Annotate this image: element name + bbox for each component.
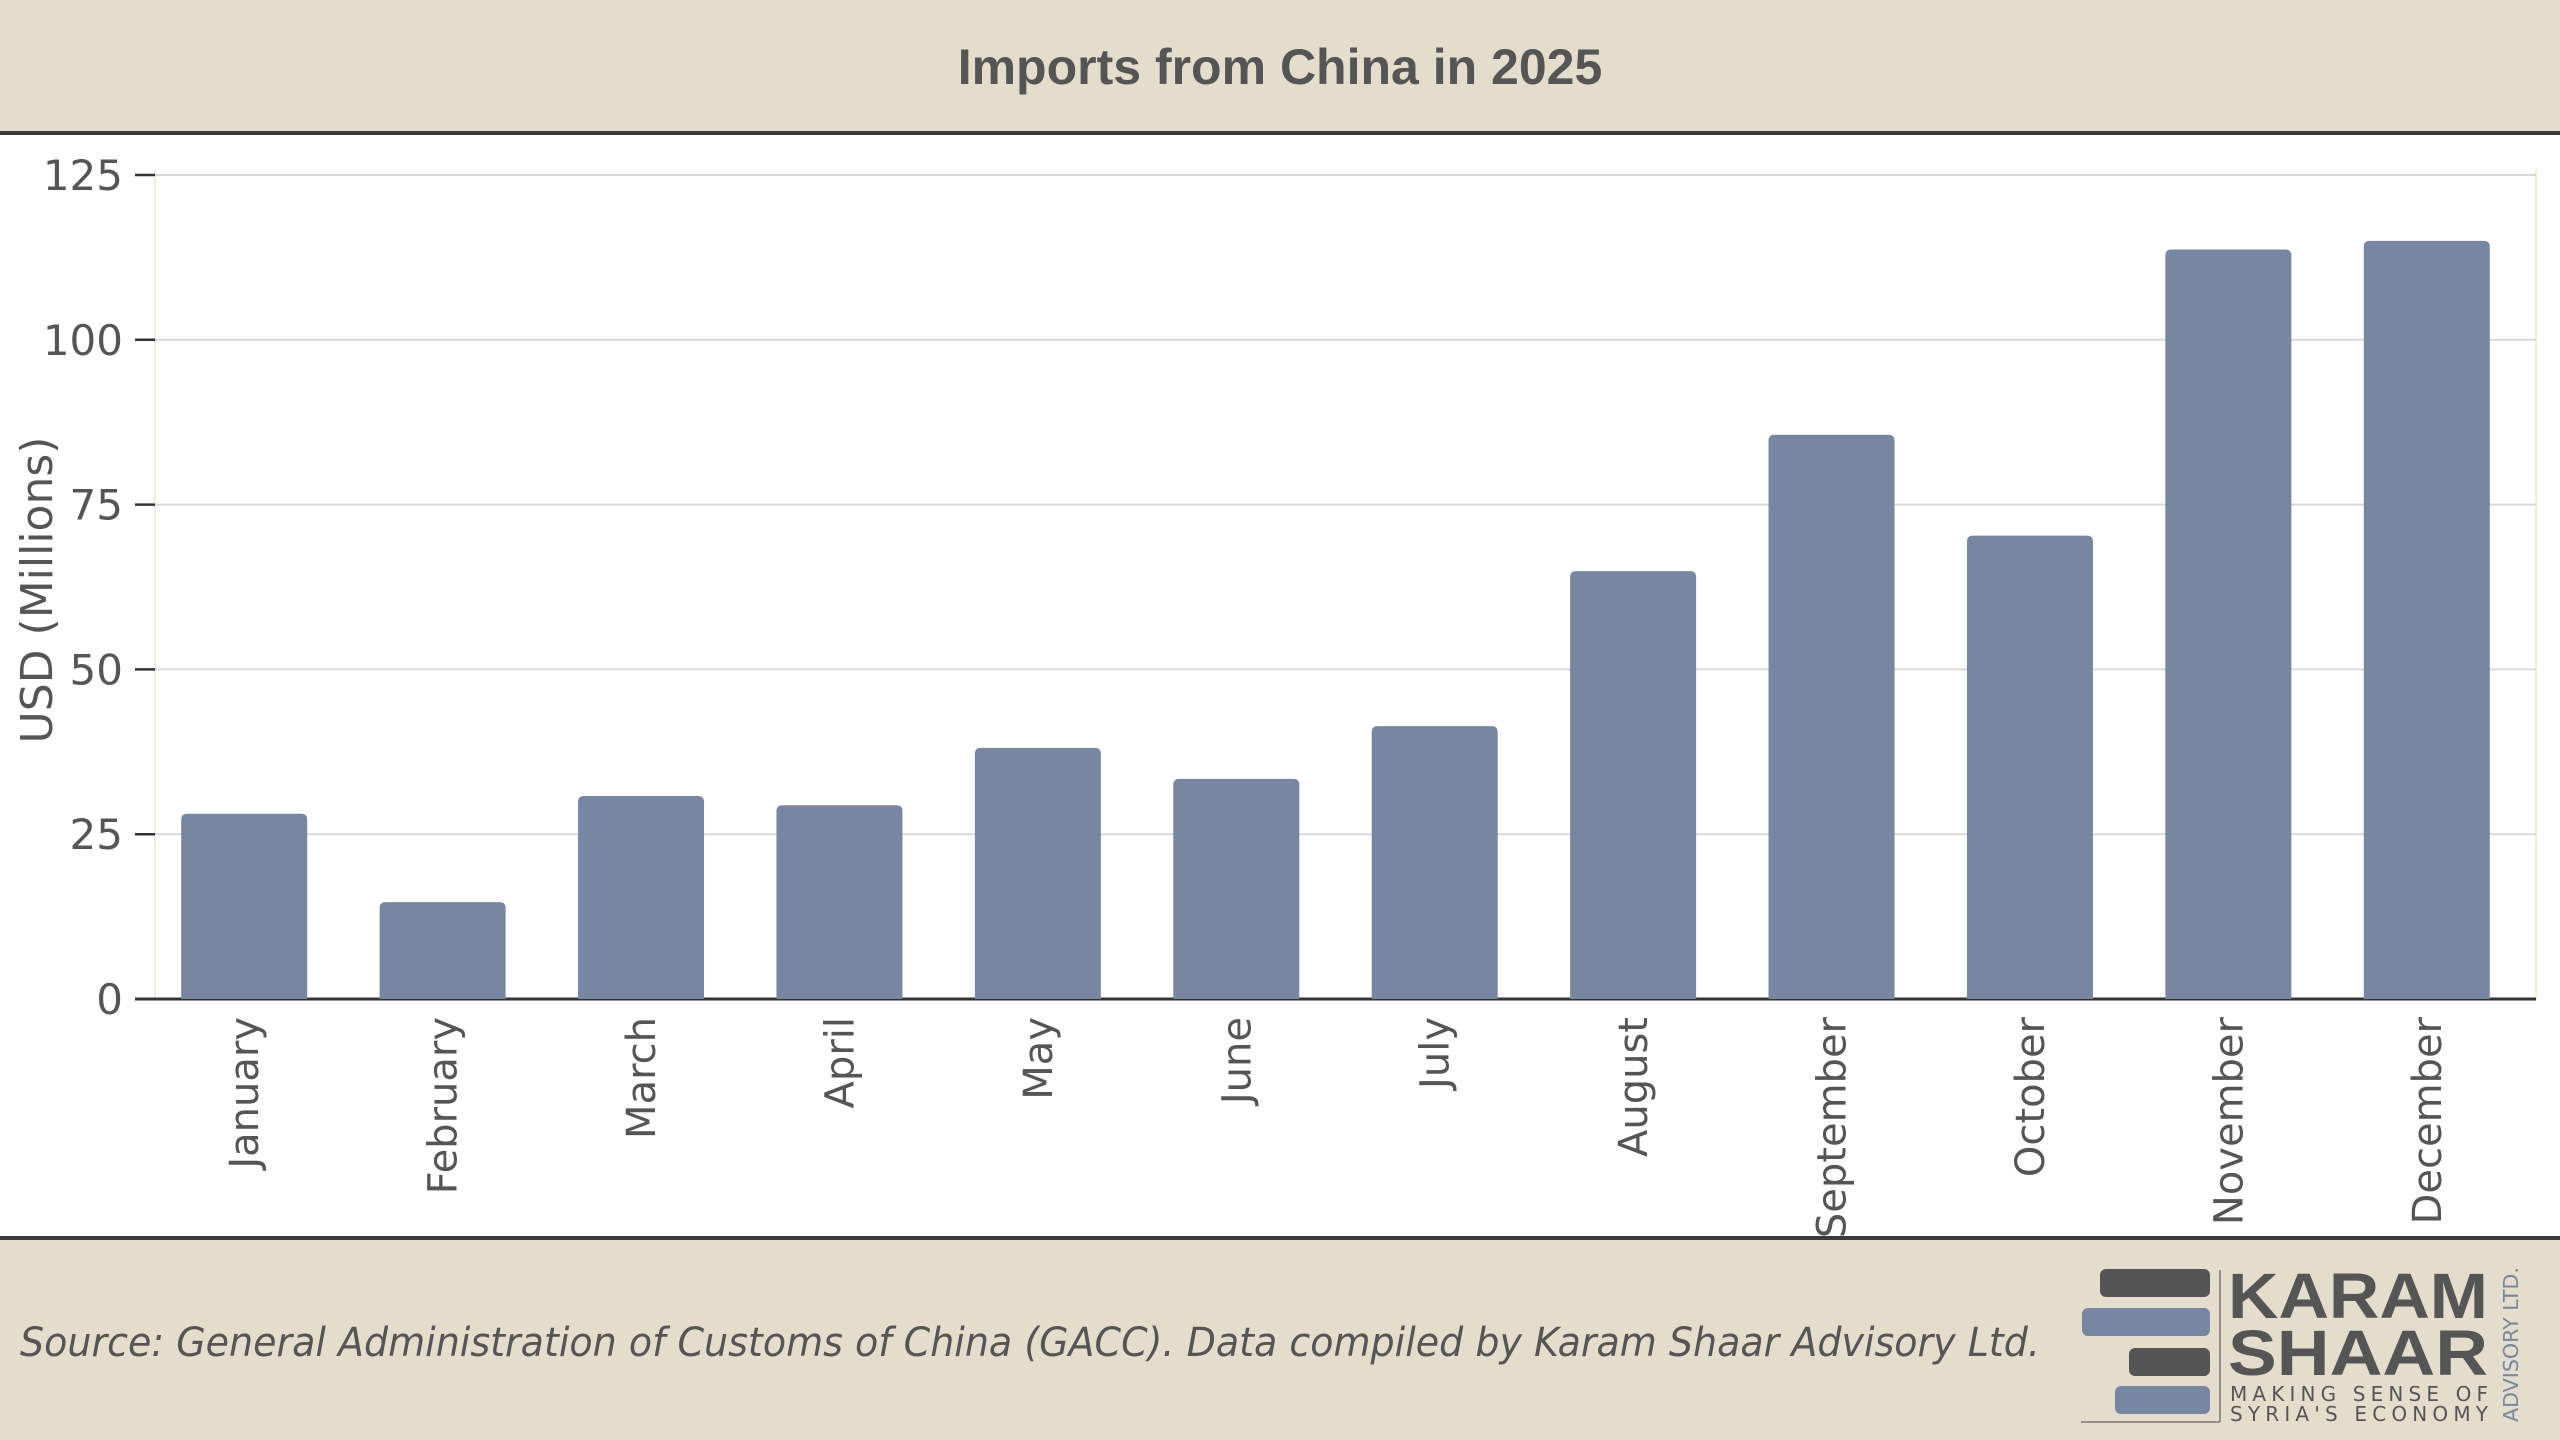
x-tick-label: March bbox=[619, 1017, 665, 1139]
x-tick-label: June bbox=[1214, 1017, 1260, 1107]
company-logo: KARAM SHAAR MAKING SENSE OF SYRIA'S ECON… bbox=[2081, 1260, 2523, 1426]
y-tick-label: 50 bbox=[70, 645, 123, 694]
bar bbox=[2165, 249, 2292, 999]
svg-text:SYRIA'S ECONOMY: SYRIA'S ECONOMY bbox=[2230, 1402, 2489, 1426]
x-tick-label: November bbox=[2206, 1016, 2252, 1225]
bar bbox=[379, 902, 506, 999]
x-tick-label: January bbox=[222, 1017, 268, 1172]
bar bbox=[1371, 726, 1498, 999]
x-tick-label: July bbox=[1413, 1017, 1459, 1092]
bar bbox=[2363, 240, 2490, 1000]
x-tick-label: May bbox=[1016, 1017, 1062, 1100]
y-tick-label: 75 bbox=[70, 481, 123, 530]
x-tick-label: February bbox=[421, 1017, 467, 1194]
x-tick-label: December bbox=[2405, 1016, 2451, 1224]
bar bbox=[1173, 778, 1300, 999]
bar bbox=[181, 813, 308, 999]
x-tick-label: August bbox=[1611, 1017, 1657, 1157]
header-band bbox=[0, 0, 2560, 132]
y-tick-label: 25 bbox=[70, 810, 123, 859]
x-tick-label: October bbox=[2008, 1016, 2054, 1177]
bar bbox=[776, 805, 903, 999]
y-tick-label: 100 bbox=[43, 316, 123, 365]
svg-text:ADVISORY LTD.: ADVISORY LTD. bbox=[2499, 1267, 2523, 1422]
chart-title: Imports from China in 2025 bbox=[958, 39, 1603, 95]
y-tick-label: 0 bbox=[96, 975, 123, 1024]
bar bbox=[974, 747, 1101, 999]
svg-text:MAKING SENSE OF: MAKING SENSE OF bbox=[2230, 1382, 2488, 1406]
bar bbox=[1570, 571, 1697, 999]
svg-text:KARAM: KARAM bbox=[2228, 1260, 2488, 1332]
x-tick-label: April bbox=[817, 1017, 863, 1108]
y-axis-label: USD (Millions) bbox=[12, 437, 63, 744]
bar bbox=[1966, 535, 2093, 999]
svg-text:SHAAR: SHAAR bbox=[2228, 1317, 2488, 1389]
y-tick-label: 125 bbox=[43, 151, 123, 200]
x-tick-label: September bbox=[1810, 1016, 1856, 1238]
source-note: Source: General Administration of Custom… bbox=[20, 1320, 2040, 1366]
bar bbox=[1768, 434, 1895, 999]
bar bbox=[578, 795, 705, 999]
